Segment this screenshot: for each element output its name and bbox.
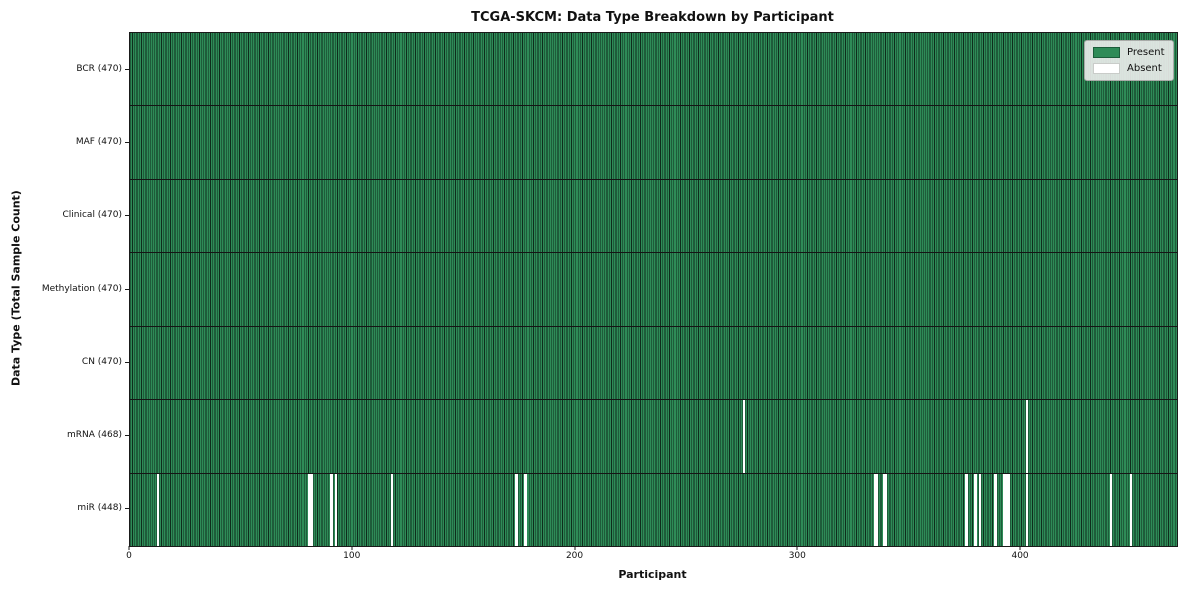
absent-mark-miR-81 bbox=[310, 473, 313, 546]
absent-mark-miR-177 bbox=[524, 473, 527, 546]
legend: Present Absent bbox=[1084, 40, 1174, 81]
x-tick-mark bbox=[351, 546, 353, 550]
absent-mark-miR-90 bbox=[330, 473, 333, 546]
absent-mark-miR-80 bbox=[308, 473, 311, 546]
legend-item-present: Present bbox=[1093, 47, 1165, 58]
y-tick-label-Methylation: Methylation (470) bbox=[41, 283, 122, 294]
row-CN bbox=[130, 325, 1177, 400]
y-tick-label-CN: CN (470) bbox=[81, 356, 122, 367]
absent-mark-miR-449 bbox=[1130, 473, 1133, 546]
legend-item-absent: Absent bbox=[1093, 63, 1165, 74]
x-axis-label: Participant bbox=[618, 568, 687, 581]
present-swatch-icon bbox=[1093, 47, 1120, 58]
absent-mark-miR-375 bbox=[965, 473, 968, 546]
y-tick-label-Clinical: Clinical (470) bbox=[62, 210, 122, 221]
y-tick-mark bbox=[125, 435, 129, 437]
absent-mark-miR-392 bbox=[1003, 473, 1006, 546]
row-miR bbox=[130, 472, 1177, 546]
chart-title: TCGA-SKCM: Data Type Breakdown by Partic… bbox=[471, 10, 834, 25]
absent-mark-miR-381 bbox=[978, 473, 981, 546]
x-tick-label-300: 300 bbox=[788, 551, 806, 561]
y-tick-mark bbox=[125, 215, 129, 217]
y-tick-mark bbox=[125, 141, 129, 143]
y-tick-mark bbox=[125, 361, 129, 363]
absent-mark-miR-173 bbox=[515, 473, 518, 546]
legend-label-absent: Absent bbox=[1127, 63, 1162, 74]
row-BCR bbox=[130, 33, 1177, 106]
y-axis-label: Data Type (Total Sample Count) bbox=[9, 190, 23, 387]
y-tick-label-miR: miR (448) bbox=[77, 503, 122, 514]
absent-mark-miR-12 bbox=[156, 473, 159, 546]
x-tick-label-100: 100 bbox=[343, 551, 361, 561]
absent-mark-miR-440 bbox=[1110, 473, 1113, 546]
y-tick-label-BCR: BCR (470) bbox=[76, 63, 122, 74]
absent-mark-miR-393 bbox=[1005, 473, 1008, 546]
absent-swatch-icon bbox=[1093, 63, 1120, 74]
y-tick-mark bbox=[125, 288, 129, 290]
x-tick-label-200: 200 bbox=[565, 551, 584, 561]
row-mRNA bbox=[130, 399, 1177, 473]
x-tick-mark bbox=[128, 546, 130, 550]
x-tick-label-0: 0 bbox=[126, 551, 132, 561]
absent-mark-miR-92 bbox=[334, 473, 338, 546]
absent-mark-miR-394 bbox=[1007, 473, 1010, 546]
absent-mark-miR-335 bbox=[876, 473, 879, 546]
x-tick-mark bbox=[1019, 546, 1021, 550]
legend-label-present: Present bbox=[1127, 47, 1165, 58]
y-tick-label-mRNA: mRNA (468) bbox=[67, 430, 122, 441]
absent-mark-mRNA-275 bbox=[742, 400, 745, 473]
x-tick-mark bbox=[796, 546, 798, 550]
y-tick-mark bbox=[125, 68, 129, 70]
absent-mark-miR-338 bbox=[882, 473, 886, 546]
absent-mark-miR-379 bbox=[974, 473, 977, 546]
y-tick-mark bbox=[125, 508, 129, 510]
absent-mark-mRNA-402 bbox=[1025, 400, 1028, 473]
absent-mark-miR-117 bbox=[390, 473, 393, 546]
x-tick-mark bbox=[574, 546, 576, 550]
row-Clinical bbox=[130, 178, 1177, 253]
x-tick-label-400: 400 bbox=[1011, 551, 1029, 561]
absent-mark-miR-402 bbox=[1025, 473, 1028, 546]
row-Methylation bbox=[130, 252, 1177, 326]
row-MAF bbox=[130, 105, 1177, 179]
y-tick-label-MAF: MAF (470) bbox=[75, 136, 122, 147]
plot-area bbox=[129, 32, 1178, 547]
absent-mark-miR-334 bbox=[874, 473, 877, 546]
absent-mark-miR-388 bbox=[994, 473, 997, 546]
absent-mark-miR-339 bbox=[885, 473, 888, 546]
